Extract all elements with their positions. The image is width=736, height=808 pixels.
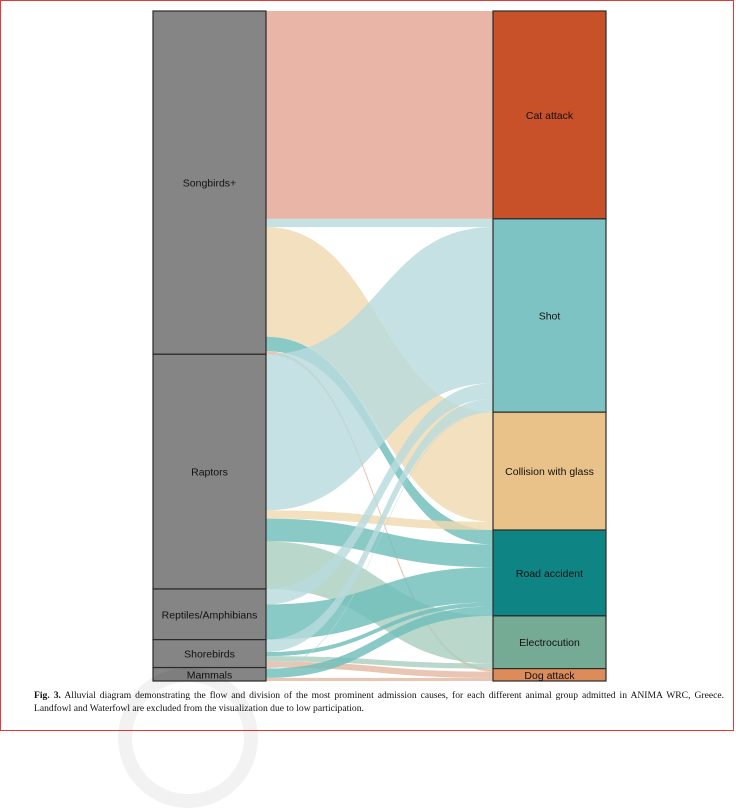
cause-node-label-cat-attack: Cat attack	[526, 110, 574, 122]
cause-node-road-accident	[492, 529, 607, 617]
flow-shorebirds-to-shot	[266, 398, 493, 653]
flow-songbirds-to-cat-attack	[266, 11, 493, 219]
flow-mammals-to-shot	[266, 411, 493, 669]
cause-node-dog-attack	[492, 667, 607, 682]
group-node-label-raptors: Raptors	[191, 467, 228, 479]
cause-node-label-road-accident: Road accident	[516, 568, 583, 580]
flow-mammals-to-dog-attack	[266, 677, 493, 681]
cause-node-label-dog-attack: Dog attack	[524, 670, 575, 682]
cause-node-electrocution	[492, 615, 607, 670]
cause-node-collision-with-glass	[492, 411, 607, 531]
flow-shorebirds-to-road-accident	[266, 602, 493, 657]
group-node-label-songbirds: Songbirds+	[183, 178, 236, 190]
cause-node-label-collision-with-glass: Collision with glass	[505, 466, 594, 478]
flow-songbirds-to-shot	[266, 218, 493, 228]
figure-frame	[0, 0, 734, 731]
group-node-label-reptiles-amphibians: Reptiles/Amphibians	[162, 609, 258, 621]
figure-caption: Fig. 3. Alluvial diagram demonstrating t…	[34, 689, 724, 715]
flow-songbirds-to-dog-attack	[266, 351, 493, 672]
flows-layer	[266, 11, 493, 681]
caption-label: Fig. 3.	[34, 690, 61, 701]
group-node-songbirds	[152, 10, 267, 355]
group-node-reptiles-amphibians	[152, 588, 267, 641]
group-node-label-shorebirds: Shorebirds	[184, 649, 235, 661]
group-node-shorebirds	[152, 639, 267, 669]
caption-text: Alluvial diagram demonstrating the flow …	[34, 690, 725, 714]
cause-node-cat-attack	[492, 10, 607, 220]
flow-mammals-to-road-accident	[266, 606, 493, 678]
flow-shorebirds-to-electrocution	[266, 656, 493, 669]
cause-node-label-electrocution: Electrocution	[519, 637, 580, 649]
alluvial-diagram: Songbirds+ Raptors Reptiles/Amphibians Shor…	[152, 10, 607, 682]
flow-raptors-to-road-accident	[266, 518, 493, 568]
nodes-layer: Songbirds+ Raptors Reptiles/Amphibians Shor…	[152, 10, 607, 682]
cause-node-label-shot: Shot	[539, 310, 561, 322]
flow-raptors-to-shot	[266, 227, 493, 511]
flow-reptiles-amphibians-to-shot	[266, 383, 493, 605]
